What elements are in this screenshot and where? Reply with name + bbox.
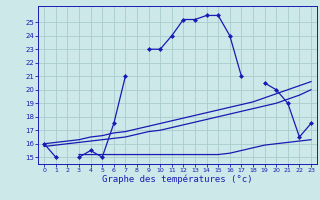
X-axis label: Graphe des températures (°c): Graphe des températures (°c) <box>102 175 253 184</box>
